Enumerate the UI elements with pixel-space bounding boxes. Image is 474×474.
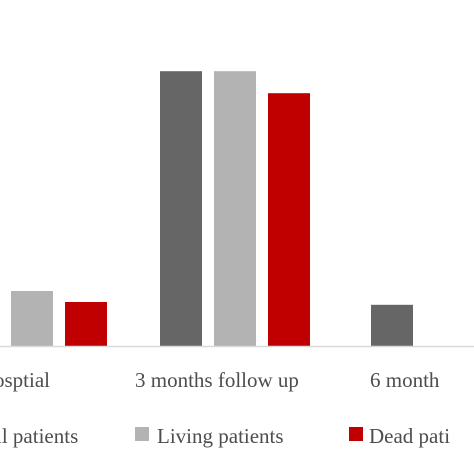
legend-label-0: ll patients [0, 424, 78, 448]
legend-label-2: Dead pati [369, 424, 450, 448]
bar-series2-category1 [268, 93, 310, 346]
x-tick-label-0: osptial [0, 368, 50, 392]
x-tick-label-2: 6 month [370, 368, 440, 392]
legend: ll patients Living patients Dead pati [0, 424, 450, 448]
bar-series2-category0 [65, 302, 107, 346]
bar-series0-category2 [371, 304, 413, 346]
bar-series1-category0 [11, 291, 53, 346]
legend-swatch-1 [135, 427, 149, 441]
bars-group [11, 71, 413, 346]
legend-label-1: Living patients [157, 424, 284, 448]
x-tick-label-1: 3 months follow up [135, 368, 299, 392]
bar-series1-category1 [214, 71, 256, 346]
bar-series0-category1 [160, 71, 202, 346]
x-tick-labels: osptial 3 months follow up 6 month [0, 368, 440, 392]
legend-swatch-2 [349, 427, 363, 441]
